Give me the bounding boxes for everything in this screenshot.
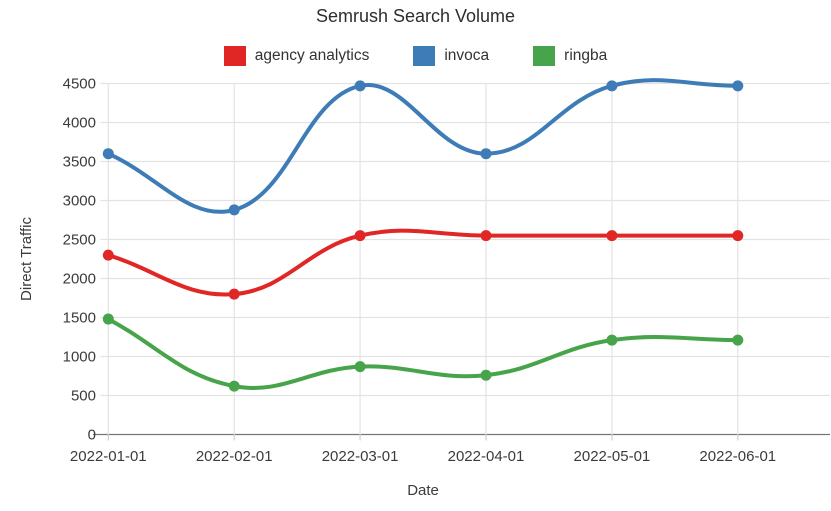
data-point-invoca[interactable]	[480, 148, 492, 160]
x-tick-label: 2022-06-01	[699, 448, 776, 465]
series-line-agency-analytics	[106, 228, 740, 297]
x-tick-label: 2022-03-01	[322, 448, 399, 465]
y-tick-label: 4000	[63, 115, 96, 132]
legend-label: agency analytics	[254, 47, 370, 64]
data-point-agency-analytics[interactable]	[228, 288, 240, 300]
series-line-invoca	[106, 78, 740, 214]
y-tick-label: 4500	[63, 76, 96, 93]
data-point-invoca[interactable]	[732, 80, 744, 92]
data-point-invoca[interactable]	[102, 148, 114, 160]
data-point-agency-analytics[interactable]	[606, 230, 618, 242]
legend-swatch-icon	[533, 46, 556, 66]
legend-swatch-icon	[413, 46, 436, 66]
data-point-ringba[interactable]	[732, 334, 744, 346]
legend: agency analytics invoca ringba	[0, 46, 831, 66]
data-point-agency-analytics[interactable]	[732, 230, 744, 242]
chart-title: Semrush Search Volume	[315, 6, 516, 26]
y-tick-label: 500	[71, 388, 96, 405]
data-point-ringba[interactable]	[606, 334, 618, 346]
x-tick-label: 2022-02-01	[196, 448, 273, 465]
y-tick-label: 1000	[63, 349, 96, 366]
x-tick-label: 2022-05-01	[574, 448, 651, 465]
data-point-agency-analytics[interactable]	[354, 230, 366, 242]
data-point-invoca[interactable]	[606, 80, 618, 92]
x-axis-title: Date	[407, 482, 439, 499]
series-line-ringba	[106, 317, 740, 390]
data-point-ringba[interactable]	[102, 313, 114, 325]
data-point-invoca[interactable]	[354, 80, 366, 92]
legend-swatch-icon	[223, 46, 246, 66]
y-tick-label: 3500	[63, 154, 96, 171]
x-tick-label: 2022-04-01	[448, 448, 525, 465]
x-tick-label: 2022-01-01	[70, 448, 147, 465]
legend-label: ringba	[564, 47, 608, 64]
y-tick-label: 0	[88, 427, 96, 444]
data-point-invoca[interactable]	[228, 204, 240, 216]
y-tick-label: 3000	[63, 193, 96, 210]
data-point-ringba[interactable]	[354, 361, 366, 373]
data-point-ringba[interactable]	[228, 380, 240, 392]
y-tick-label: 1500	[63, 310, 96, 327]
data-point-ringba[interactable]	[480, 369, 492, 381]
y-tick-label: 2500	[63, 232, 96, 249]
legend-label: invoca	[444, 47, 490, 64]
legend-item-invoca[interactable]: invoca	[413, 46, 489, 66]
legend-item-agency-analytics[interactable]: agency analytics	[223, 46, 370, 66]
data-point-agency-analytics[interactable]	[480, 230, 492, 242]
data-point-agency-analytics[interactable]	[102, 249, 114, 261]
y-axis-title: Direct Traffic	[18, 217, 35, 301]
y-tick-label: 2000	[63, 271, 96, 288]
legend-item-ringba[interactable]: ringba	[533, 46, 607, 66]
